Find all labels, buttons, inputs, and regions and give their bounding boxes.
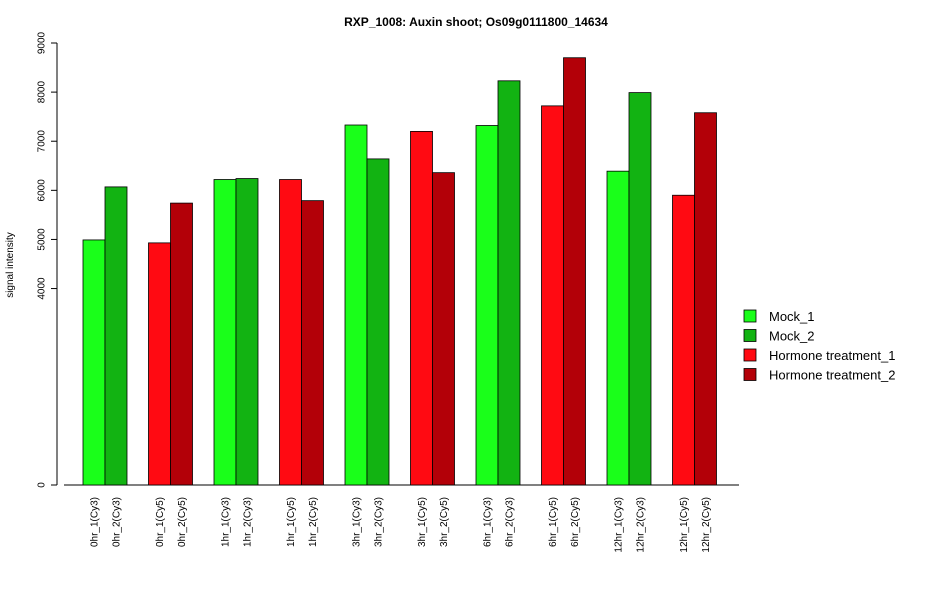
legend: Mock_1 Mock_2 Hormone treatment_1 Hormone t… <box>743 309 895 383</box>
bar <box>410 130 433 486</box>
x-tick-label: 1hr_2(Cy3) <box>243 497 254 547</box>
x-tick-label: 3hr_2(Cy3) <box>374 497 385 547</box>
x-tick-label: 12hr_1(Cy5) <box>679 497 690 553</box>
bar <box>279 179 302 486</box>
y-tick-label: 0 <box>37 482 48 488</box>
bar <box>475 125 499 486</box>
x-tick-label: 12hr_2(Cy5) <box>701 497 712 553</box>
bar <box>563 57 586 486</box>
x-tick-label: 0hr_1(Cy3) <box>90 497 101 547</box>
y-tick-label: 5000 <box>37 228 48 251</box>
x-tick-label: 0hr_1(Cy5) <box>155 497 166 547</box>
y-tick-label: 6000 <box>37 179 48 202</box>
bar <box>104 186 128 486</box>
bar <box>541 105 564 486</box>
x-tick-label: 3hr_2(Cy5) <box>439 497 450 547</box>
bar <box>432 172 455 486</box>
bar <box>497 80 521 486</box>
x-tick-label: 6hr_1(Cy5) <box>548 497 559 547</box>
x-tick-labels: 0hr_1(Cy3) 0hr_2(Cy3) 0hr_1(Cy5) 0hr_2(Cy5)… <box>90 497 713 553</box>
x-tick-label: 6hr_2(Cy5) <box>570 497 581 547</box>
x-tick-label: 6hr_2(Cy3) <box>505 497 516 547</box>
x-tick-label: 3hr_1(Cy5) <box>417 497 428 547</box>
chart-title: RXP_1008: Auxin shoot; Os09g0111800_1463… <box>344 15 608 29</box>
bar <box>82 239 106 486</box>
x-tick-label: 6hr_1(Cy3) <box>483 497 494 547</box>
y-tick-label: 4000 <box>37 277 48 300</box>
legend-swatch <box>743 368 757 381</box>
x-tick-label: 1hr_1(Cy5) <box>286 497 297 547</box>
y-axis-label: signal intensity <box>5 232 16 298</box>
x-tick-label: 0hr_2(Cy5) <box>177 497 188 547</box>
legend-swatch <box>743 348 757 362</box>
bar <box>301 200 324 486</box>
bar <box>170 202 193 486</box>
legend-label: Mock_1 <box>769 309 815 324</box>
y-tick-label: 9000 <box>37 31 48 54</box>
x-tick-label: 1hr_1(Cy3) <box>221 497 232 547</box>
bar <box>606 170 630 486</box>
legend-swatch <box>743 309 757 323</box>
bar <box>672 194 695 486</box>
legend-label: Hormone treatment_2 <box>769 368 895 383</box>
x-tick-label: 1hr_2(Cy5) <box>308 497 319 547</box>
legend-label: Hormone treatment_1 <box>769 348 895 363</box>
y-tick-label: 8000 <box>37 81 48 104</box>
bar <box>628 92 652 486</box>
x-tick-label: 12hr_2(Cy3) <box>636 497 647 553</box>
x-tick-label: 3hr_1(Cy3) <box>352 497 363 547</box>
legend-swatch <box>743 329 757 342</box>
bar <box>235 178 259 486</box>
x-tick-label: 0hr_2(Cy3) <box>112 497 123 547</box>
bar <box>213 179 237 486</box>
x-tick-label: 12hr_1(Cy3) <box>614 497 625 553</box>
legend-label: Mock_2 <box>769 329 815 344</box>
bar <box>344 124 368 486</box>
bars <box>82 57 717 486</box>
y-tick-label: 7000 <box>37 130 48 153</box>
bar <box>366 158 390 486</box>
bar <box>694 112 717 486</box>
bar <box>148 242 171 486</box>
